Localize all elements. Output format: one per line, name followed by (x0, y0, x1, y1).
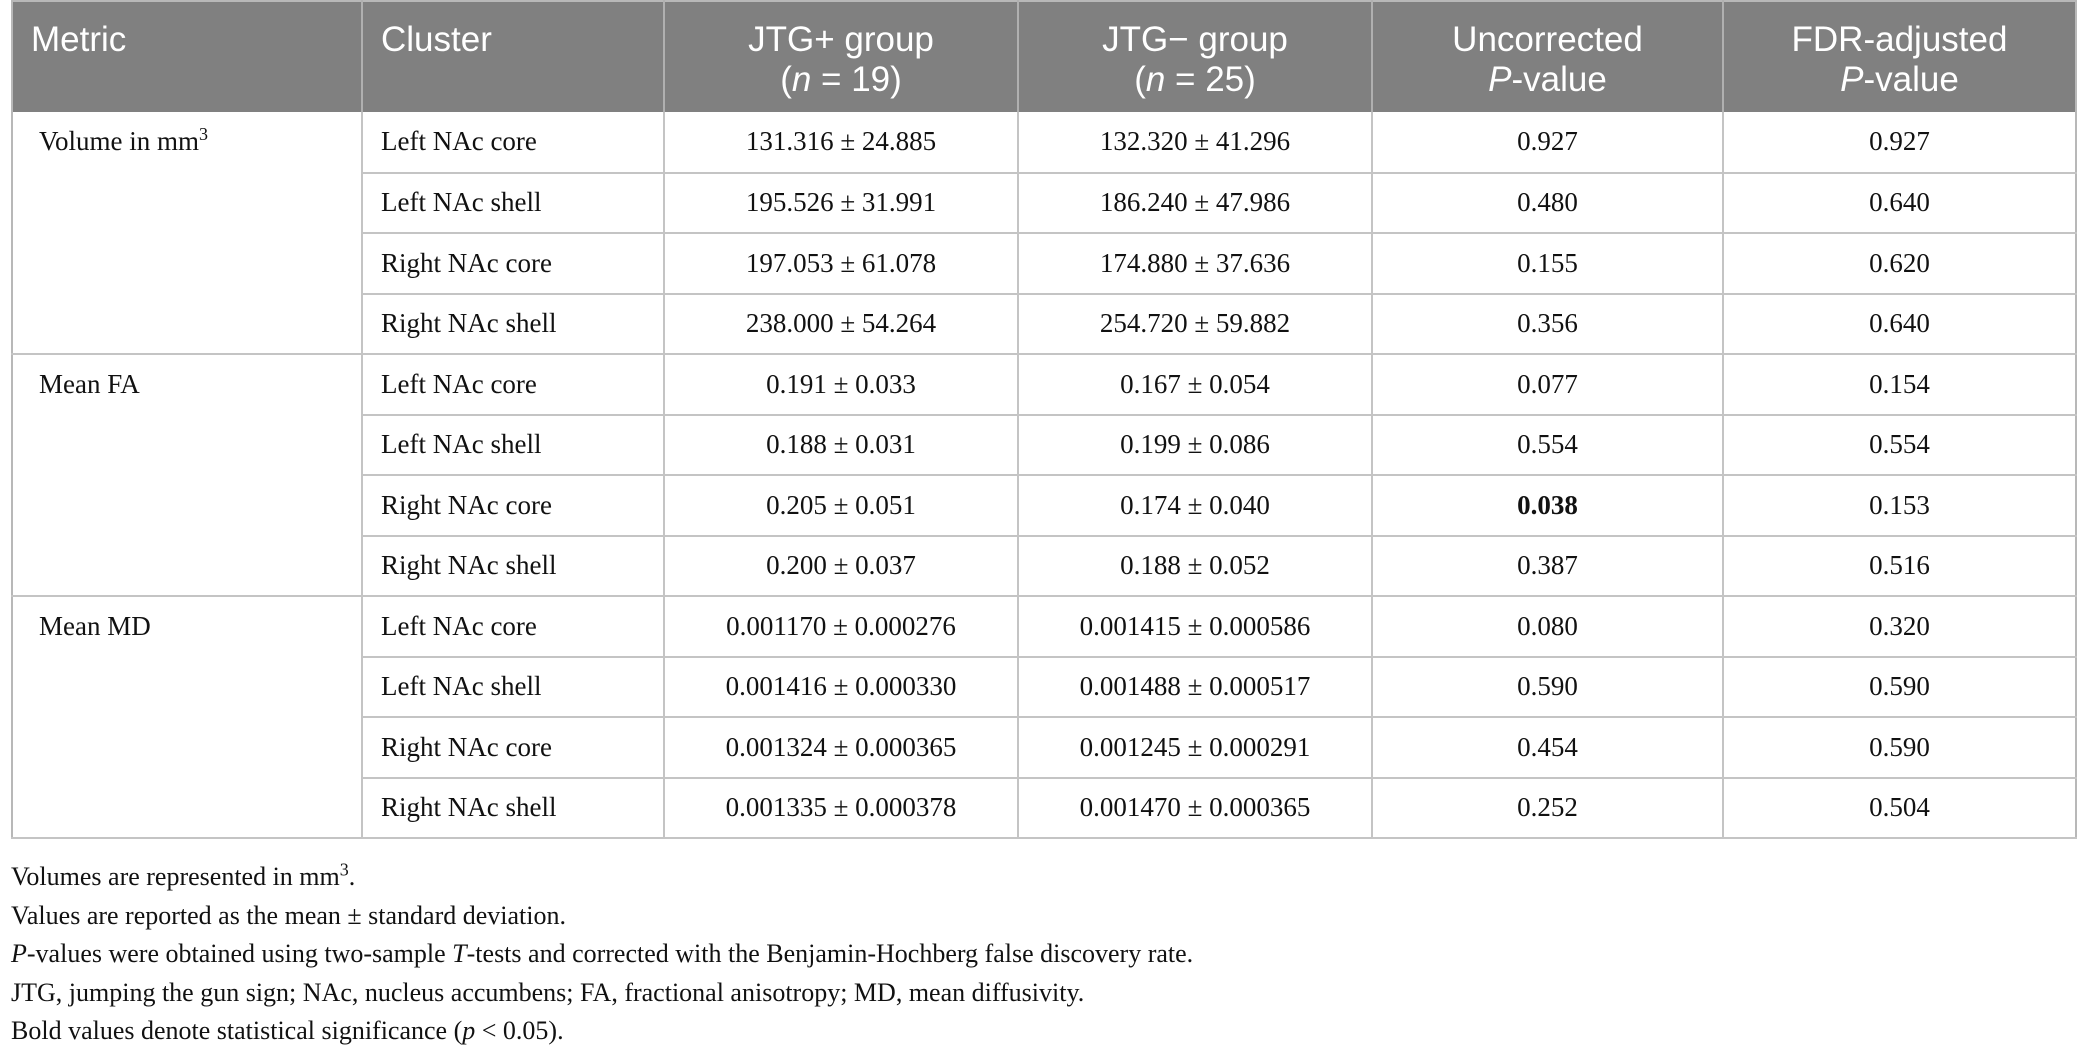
table-row: Right NAc core 0.205 ± 0.051 0.174 ± 0.040… (12, 475, 2076, 537)
table-row: Right NAc shell 238.000 ± 54.264 254.720 ±… (12, 293, 2076, 355)
table-row: Mean FA Left NAc core 0.191 ± 0.033 0.167 ±… (12, 354, 2076, 597)
cluster-cell: Right NAc shell (361, 777, 664, 839)
header-jtg-pos: JTG+ group (n = 19) (663, 1, 1018, 112)
jtg-neg-cell: 0.199 ± 0.086 (1017, 414, 1372, 476)
footnote-pvalues: P-values were obtained using two-sample … (11, 939, 1194, 968)
fdr-p-cell: 0.927 (1722, 112, 2076, 174)
cluster-cell: Right NAc shell (361, 535, 664, 597)
cluster-cell: Left NAc shell (361, 414, 664, 476)
jtg-pos-cell: 0.200 ± 0.037 (663, 535, 1018, 597)
fdr-p-cell: 0.640 (1722, 293, 2076, 355)
fdr-p-cell: 0.516 (1722, 535, 2076, 597)
jtg-pos-cell: 0.205 ± 0.051 (663, 475, 1018, 537)
jtg-pos-cell: 195.526 ± 31.991 (663, 172, 1018, 234)
uncorrected-p-cell: 0.356 (1371, 293, 1723, 355)
uncorrected-p-cell: 0.454 (1371, 717, 1723, 779)
jtg-pos-cell: 197.053 ± 61.078 (663, 233, 1018, 295)
jtg-pos-cell: 131.316 ± 24.885 (663, 112, 1018, 174)
table-row: Mean MD Left NAc core 0.001170 ± 0.000276 0… (12, 596, 2076, 839)
uncorrected-p-cell: 0.590 (1371, 656, 1723, 718)
fdr-p-cell: 0.154 (1722, 354, 2076, 416)
fdr-p-cell: 0.640 (1722, 172, 2076, 234)
header-cluster: Cluster (361, 1, 664, 112)
table-row: Left NAc shell 195.526 ± 31.991 186.240 ± … (12, 172, 2076, 234)
uncorrected-p-cell: 0.480 (1371, 172, 1723, 234)
jtg-pos-cell: 238.000 ± 54.264 (663, 293, 1018, 355)
uncorrected-p-cell: 0.080 (1371, 596, 1723, 658)
jtg-pos-cell: 0.001324 ± 0.000365 (663, 717, 1018, 779)
results-table: Metric Cluster JTG+ group (n = 19) JTG− … (11, 0, 2077, 839)
table-body: Volume in mm3 Left NAc core 131.316 ± 24.8… (12, 112, 2076, 839)
jtg-pos-cell: 0.001416 ± 0.000330 (663, 656, 1018, 718)
table-row: Left NAc shell 0.188 ± 0.031 0.199 ± 0.086… (12, 414, 2076, 476)
fdr-p-cell: 0.153 (1722, 475, 2076, 537)
uncorrected-p-cell: 0.387 (1371, 535, 1723, 597)
cluster-cell: Left NAc core (361, 354, 664, 416)
metric-cell: Volume in mm3 (12, 112, 362, 355)
jtg-neg-cell: 254.720 ± 59.882 (1017, 293, 1372, 355)
jtg-neg-cell: 0.167 ± 0.054 (1017, 354, 1372, 416)
footnote-volume: Volumes are represented in mm3. (11, 859, 356, 891)
uncorrected-p-cell: 0.252 (1371, 777, 1723, 839)
table-row: Volume in mm3 Left NAc core 131.316 ± 24.8… (12, 112, 2076, 355)
jtg-pos-cell: 0.188 ± 0.031 (663, 414, 1018, 476)
fdr-p-cell: 0.590 (1722, 656, 2076, 718)
fdr-p-cell: 0.590 (1722, 717, 2076, 779)
header-fdr: FDR-adjusted P-value (1722, 1, 2076, 112)
jtg-pos-cell: 0.001170 ± 0.000276 (663, 596, 1018, 658)
uncorrected-p-cell: 0.554 (1371, 414, 1723, 476)
table-row: Left NAc shell 0.001416 ± 0.000330 0.00148… (12, 656, 2076, 718)
header-row: Metric Cluster JTG+ group (n = 19) JTG− … (12, 1, 2076, 112)
uncorrected-p-cell: 0.038 (1371, 475, 1723, 537)
header-jtg-neg: JTG− group (n = 25) (1017, 1, 1372, 112)
table-row: Right NAc shell 0.200 ± 0.037 0.188 ± 0.05… (12, 535, 2076, 597)
cluster-cell: Left NAc core (361, 112, 664, 174)
cluster-cell: Right NAc core (361, 717, 664, 779)
cluster-cell: Right NAc core (361, 233, 664, 295)
jtg-pos-cell: 0.001335 ± 0.000378 (663, 777, 1018, 839)
fdr-p-cell: 0.554 (1722, 414, 2076, 476)
table-row: Right NAc core 0.001324 ± 0.000365 0.00124… (12, 717, 2076, 779)
cluster-cell: Left NAc shell (361, 656, 664, 718)
table-row: Right NAc core 197.053 ± 61.078 174.880 ± … (12, 233, 2076, 295)
jtg-neg-cell: 0.001470 ± 0.000365 (1017, 777, 1372, 839)
cluster-cell: Left NAc core (361, 596, 664, 658)
cluster-cell: Left NAc shell (361, 172, 664, 234)
jtg-neg-cell: 186.240 ± 47.986 (1017, 172, 1372, 234)
metric-cell: Mean MD (12, 596, 362, 839)
uncorrected-p-cell: 0.927 (1371, 112, 1723, 174)
metric-cell: Mean FA (12, 354, 362, 597)
jtg-pos-cell: 0.191 ± 0.033 (663, 354, 1018, 416)
header-metric: Metric (12, 1, 362, 112)
footnote-bold: Bold values denote statistical significa… (11, 1016, 564, 1045)
uncorrected-p-cell: 0.077 (1371, 354, 1723, 416)
header-uncorrected: Uncorrected P-value (1371, 1, 1723, 112)
table-row: Right NAc shell 0.001335 ± 0.000378 0.0014… (12, 777, 2076, 839)
cluster-cell: Right NAc core (361, 475, 664, 537)
jtg-neg-cell: 0.001245 ± 0.000291 (1017, 717, 1372, 779)
fdr-p-cell: 0.320 (1722, 596, 2076, 658)
jtg-neg-cell: 174.880 ± 37.636 (1017, 233, 1372, 295)
fdr-p-cell: 0.504 (1722, 777, 2076, 839)
jtg-neg-cell: 0.174 ± 0.040 (1017, 475, 1372, 537)
footnote-values: Values are reported as the mean ± standa… (11, 900, 567, 930)
results-table-container: Metric Cluster JTG+ group (n = 19) JTG− … (11, 0, 2077, 839)
footnote-abbreviations: JTG, jumping the gun sign; NAc, nucleus … (11, 977, 1085, 1007)
cluster-cell: Right NAc shell (361, 293, 664, 355)
jtg-neg-cell: 132.320 ± 41.296 (1017, 112, 1372, 174)
jtg-neg-cell: 0.001488 ± 0.000517 (1017, 656, 1372, 718)
fdr-p-cell: 0.620 (1722, 233, 2076, 295)
jtg-neg-cell: 0.001415 ± 0.000586 (1017, 596, 1372, 658)
uncorrected-p-cell: 0.155 (1371, 233, 1723, 295)
table-footnotes: Volumes are represented in mm3. Values a… (11, 858, 1193, 1051)
jtg-neg-cell: 0.188 ± 0.052 (1017, 535, 1372, 597)
